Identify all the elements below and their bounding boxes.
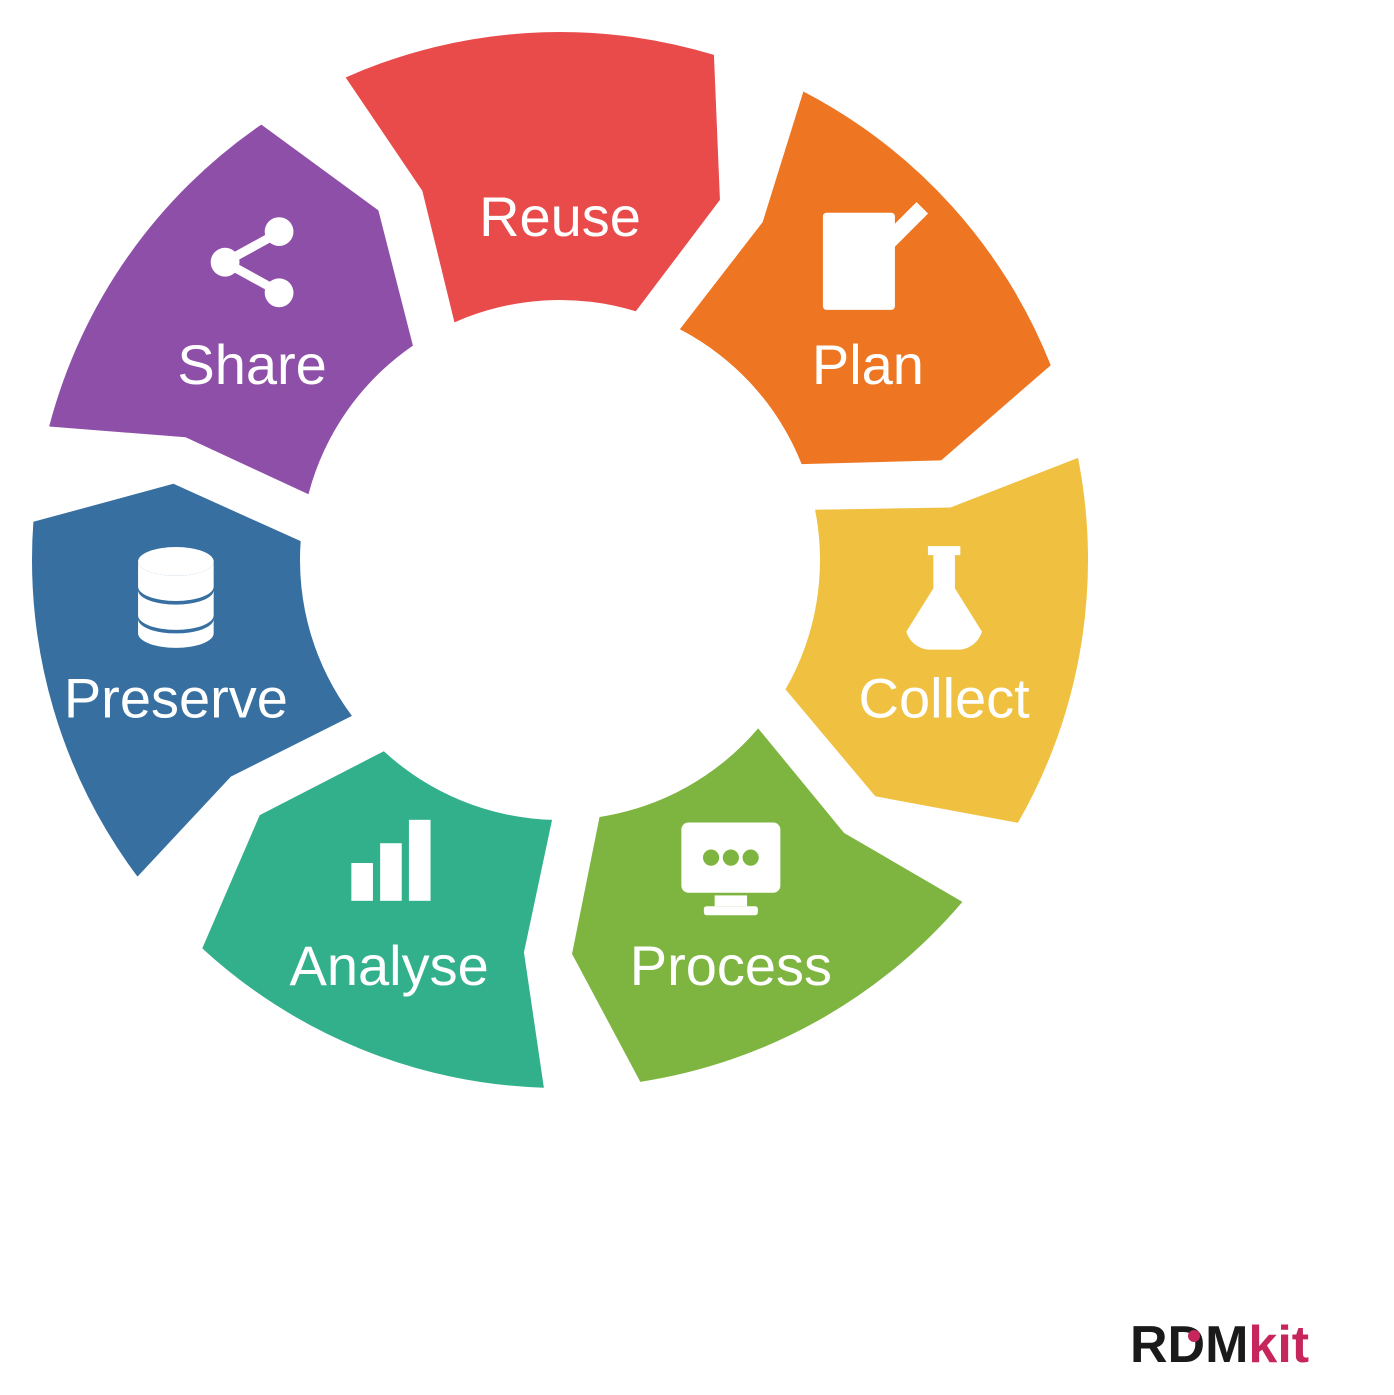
logo-dot-icon <box>1188 1330 1200 1342</box>
logo-rdm-text: RDM <box>1130 1316 1248 1374</box>
segment-label-share: Share <box>177 333 326 396</box>
segment-label-collect: Collect <box>859 667 1031 730</box>
svg-text:RDMkit: RDMkit <box>1130 1316 1309 1374</box>
segment-reuse[interactable] <box>346 32 720 322</box>
logo-kit-text: kit <box>1248 1316 1309 1374</box>
segment-label-preserve: Preserve <box>64 667 288 730</box>
segment-analyse[interactable] <box>202 751 552 1088</box>
segment-label-process: Process <box>630 934 832 997</box>
segment-label-plan: Plan <box>812 333 924 396</box>
segment-label-analyse: Analyse <box>290 934 489 997</box>
segment-share[interactable] <box>49 125 413 495</box>
segment-label-reuse: Reuse <box>479 185 641 248</box>
lifecycle-diagram: Reuse Plan Collect Process Analyse <box>0 0 1394 1395</box>
rdmkit-logo: RDMkit <box>1130 1316 1309 1374</box>
cycle-wheel: Reuse Plan Collect Process Analyse <box>32 32 1088 1088</box>
